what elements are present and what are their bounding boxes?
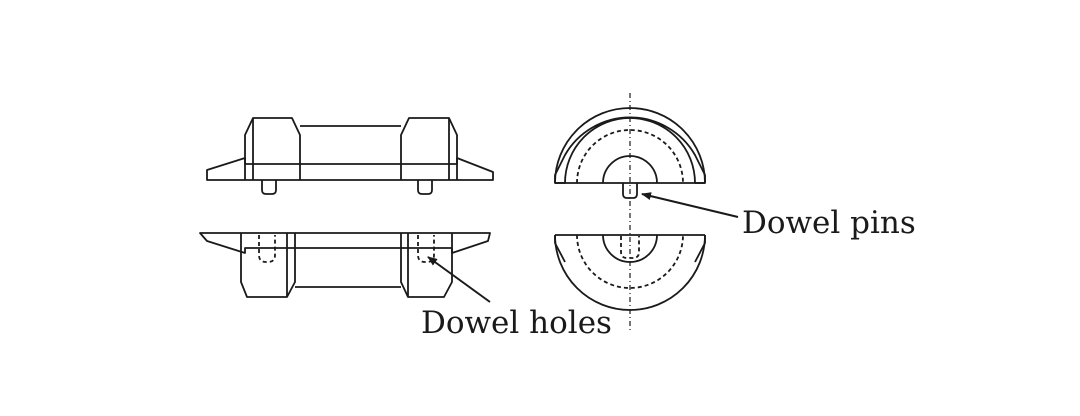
lower-left-dowel-hole bbox=[258, 235, 276, 263]
upper-bearing-half-side-view bbox=[206, 117, 494, 195]
upper-end-view bbox=[554, 107, 706, 199]
lower-end-dashed-ring bbox=[576, 234, 684, 289]
upper-left-dowel-pin bbox=[261, 180, 277, 195]
dowel-pins-label: Dowel pins bbox=[742, 205, 916, 241]
lower-bearing-half-side-view bbox=[199, 232, 491, 298]
upper-end-dashed-ring bbox=[576, 129, 684, 184]
dowel-holes-leader-arrow bbox=[427, 256, 491, 303]
lower-end-flange bbox=[554, 235, 706, 263]
upper-right-dowel-pin bbox=[417, 180, 433, 195]
lower-end-bore bbox=[602, 234, 658, 263]
lower-end-view bbox=[554, 234, 706, 311]
lower-right-dowel-hole bbox=[417, 235, 435, 263]
dowel-holes-label: Dowel holes bbox=[421, 305, 612, 341]
upper-end-bore bbox=[602, 155, 658, 184]
upper-base-plate bbox=[206, 157, 494, 181]
upper-end-outer-arc bbox=[554, 116, 706, 184]
dowel-pins-leader-arrow bbox=[641, 192, 739, 218]
upper-left-housing bbox=[244, 117, 301, 180]
lower-end-outer-semicircle bbox=[554, 234, 706, 311]
lower-base-plate bbox=[199, 232, 491, 254]
upper-end-outer-semicircle bbox=[554, 107, 706, 184]
upper-end-dowel-pin bbox=[622, 183, 638, 199]
lower-left-housing bbox=[240, 233, 296, 298]
lower-end-dowel-hole bbox=[620, 236, 640, 259]
upper-right-housing bbox=[400, 117, 458, 180]
